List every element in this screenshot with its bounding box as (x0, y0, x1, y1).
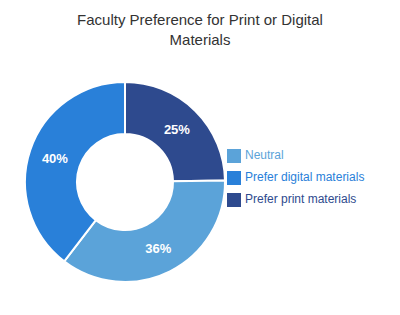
html-text:Neutral: Neutral (245, 148, 284, 162)
html-text:Prefer print materials: Prefer print materials (245, 192, 357, 206)
html-text:Prefer digital materials: Prefer digital materials (245, 170, 365, 184)
html-text:Materials: Materials (169, 31, 231, 48)
svg-text:36%: 36% (145, 241, 171, 256)
svg-text:25%: 25% (164, 122, 190, 137)
svg-text:40%: 40% (42, 151, 68, 166)
html-text:Faculty Preference for Print o: Faculty Preference for Print or Digital (77, 11, 323, 28)
